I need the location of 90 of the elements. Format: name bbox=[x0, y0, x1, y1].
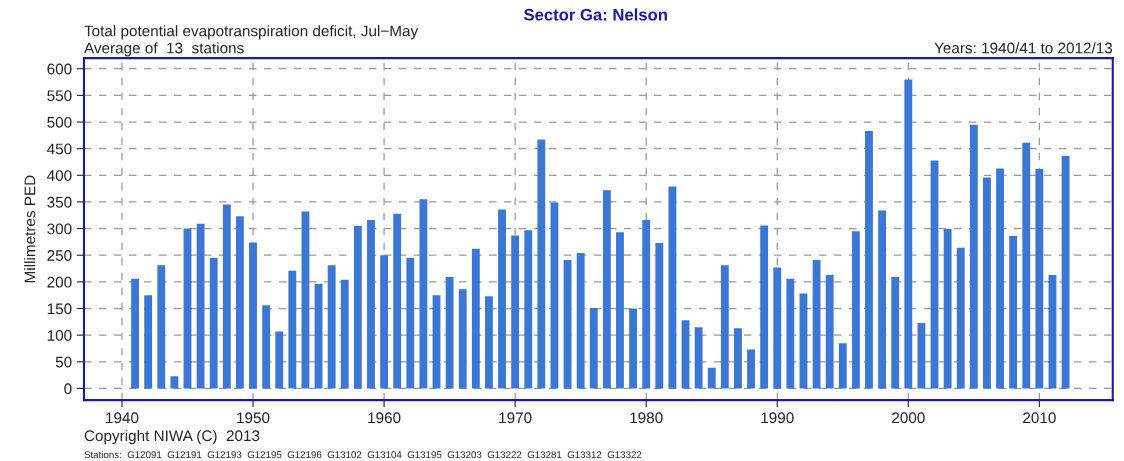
bar bbox=[1061, 156, 1070, 389]
bar bbox=[367, 220, 375, 389]
bar bbox=[602, 190, 611, 389]
bar bbox=[340, 279, 349, 389]
bar bbox=[353, 225, 362, 389]
text: Average of 13 stations bbox=[83, 42, 244, 57]
bar bbox=[1009, 236, 1018, 389]
bar bbox=[458, 289, 467, 389]
bar bbox=[629, 308, 638, 389]
bar bbox=[498, 209, 506, 389]
y-tick-label: 0 bbox=[64, 383, 72, 395]
x-tick-label: 1980 bbox=[630, 412, 663, 424]
y-tick-label: 400 bbox=[47, 170, 72, 181]
bar bbox=[445, 277, 454, 389]
bar bbox=[196, 223, 205, 389]
y-tick-label: 350 bbox=[47, 196, 72, 208]
y-tick-label: 100 bbox=[47, 330, 72, 341]
bar bbox=[275, 331, 284, 389]
bar bbox=[589, 307, 598, 389]
bar bbox=[943, 229, 952, 389]
bar bbox=[157, 265, 166, 389]
bar bbox=[616, 232, 624, 389]
bar bbox=[511, 235, 520, 389]
x-tick-label: 2000 bbox=[892, 412, 925, 424]
bar bbox=[406, 257, 415, 389]
bar bbox=[891, 277, 900, 389]
bar bbox=[694, 327, 703, 389]
bar bbox=[668, 186, 677, 389]
bar bbox=[380, 255, 389, 389]
text: Stations: G12091 G12191 G12193 G12195 G12196 G13102 G13104 G13195 G13203 G13222 G13281 G13312 G13322 bbox=[84, 450, 642, 459]
bar bbox=[144, 295, 153, 389]
bar bbox=[524, 230, 533, 389]
bar bbox=[734, 328, 742, 389]
bar bbox=[537, 139, 546, 389]
bar bbox=[956, 247, 965, 389]
bar bbox=[131, 278, 140, 389]
bar bbox=[642, 220, 651, 389]
text: Years: 1940/41 to 2012/13 bbox=[934, 42, 1113, 54]
bar bbox=[983, 177, 991, 389]
bar bbox=[288, 270, 297, 389]
bar bbox=[471, 248, 480, 389]
bar bbox=[747, 349, 755, 389]
bar bbox=[838, 343, 847, 389]
text: Copyright NIWA (C) 2013 bbox=[84, 429, 260, 445]
bar bbox=[393, 213, 402, 389]
x-tick-label: 2010 bbox=[1023, 412, 1056, 424]
bar bbox=[262, 305, 271, 389]
bar bbox=[222, 204, 231, 389]
bar bbox=[170, 376, 179, 389]
bar bbox=[1035, 168, 1044, 389]
bar bbox=[235, 216, 244, 389]
y-tick-label: 600 bbox=[47, 63, 72, 75]
y-axis-title: Millimetres PED bbox=[24, 175, 36, 283]
bar bbox=[576, 253, 585, 389]
y-tick-label: 50 bbox=[55, 356, 72, 368]
x-tick-label: 1960 bbox=[368, 412, 401, 424]
x-tick-label: 1990 bbox=[761, 412, 794, 424]
bar bbox=[996, 168, 1004, 389]
bar bbox=[707, 367, 716, 389]
bar bbox=[209, 257, 218, 389]
y-tick-label: 450 bbox=[47, 143, 72, 155]
bar bbox=[720, 265, 729, 389]
bar bbox=[419, 199, 428, 389]
x-tick-label: 1970 bbox=[499, 412, 532, 424]
bar bbox=[904, 79, 913, 389]
bar bbox=[917, 322, 926, 389]
chart-title: Sector Ga: Nelson bbox=[523, 8, 667, 21]
bar bbox=[812, 260, 821, 389]
x-tick-label: 1940 bbox=[106, 412, 139, 424]
bar bbox=[249, 242, 257, 389]
bar bbox=[786, 278, 795, 389]
bar bbox=[1022, 142, 1031, 389]
bar bbox=[969, 124, 978, 389]
x-tick-label: 1950 bbox=[237, 412, 270, 424]
bar bbox=[851, 231, 860, 389]
y-tick-label: 500 bbox=[47, 116, 72, 128]
bar bbox=[327, 265, 336, 389]
bar bbox=[485, 296, 493, 389]
bar bbox=[655, 242, 664, 389]
y-tick-label: 550 bbox=[47, 90, 72, 102]
bar bbox=[865, 131, 873, 389]
bar bbox=[878, 210, 887, 389]
bar bbox=[825, 274, 834, 389]
y-tick-label: 300 bbox=[47, 223, 72, 235]
chart-subtitle: Total potential evapotranspiration deficit, Jul−May bbox=[84, 25, 419, 40]
bar bbox=[773, 267, 782, 389]
y-tick-label: 250 bbox=[47, 250, 72, 261]
y-tick-label: 150 bbox=[47, 303, 72, 315]
bar bbox=[760, 225, 769, 389]
y-tick-label: 200 bbox=[47, 276, 72, 288]
